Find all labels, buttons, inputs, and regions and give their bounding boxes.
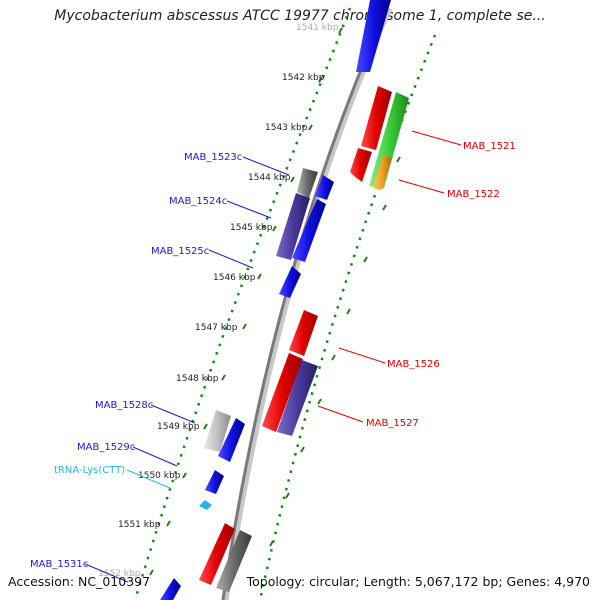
gene-feature-mab1527[interactable] (277, 360, 318, 436)
gene-label-mab1524c[interactable]: MAB_1524c (169, 196, 227, 207)
tick-label: 1546 kbp (213, 273, 256, 283)
tick-dashes (149, 27, 406, 576)
gene-feature-mab1528c[interactable] (204, 410, 231, 452)
topology-text: Topology: circular; Length: 5,067,172 bp… (246, 574, 590, 589)
gene-label-mab1529c[interactable]: MAB_1529c (77, 442, 135, 453)
tick-labels: 1541 kbp 1542 kbp 1543 kbp 1544 kbp 1545… (98, 23, 339, 579)
gene-label-trna-lys[interactable]: tRNA-Lys(CTT) (54, 465, 125, 476)
gene-label-mab1531c[interactable]: MAB_1531c (30, 559, 88, 570)
tick-track-left (133, 7, 352, 600)
gene-label-mab1521[interactable]: MAB_1521 (463, 141, 516, 152)
gene-feature-mab1529c[interactable] (205, 470, 224, 494)
gene-label-mab1527[interactable]: MAB_1527 (366, 418, 419, 429)
tick-label: 1551 kbp (118, 520, 161, 530)
gene-label-mab1523c[interactable]: MAB_1523c (184, 152, 242, 163)
tick-label: 1542 kbp (282, 73, 325, 83)
tick-label: 1550 kbp (138, 471, 181, 481)
gene-feature-trna[interactable] (199, 500, 212, 510)
gene-features (160, 0, 409, 600)
gene-feature-mab1525c[interactable] (279, 266, 301, 298)
gene-label-mab1522[interactable]: MAB_1522 (447, 189, 500, 200)
tick-label: 1552 kbp (98, 569, 141, 579)
accession-text: Accession: NC_010397 (8, 574, 151, 589)
gene-label-mab1528c[interactable]: MAB_1528c (95, 400, 153, 411)
gene-feature-reverse[interactable] (356, 0, 391, 72)
tick-label: 1545 kbp (230, 223, 273, 233)
tick-label: 1543 kbp (265, 123, 308, 133)
gene-feature-green[interactable] (369, 92, 409, 188)
gene-feature-forward[interactable] (262, 353, 303, 432)
gene-feature-mab1523c[interactable] (297, 168, 318, 198)
gene-label-mab1526[interactable]: MAB_1526 (387, 359, 440, 370)
callout-lines (84, 130, 462, 583)
tick-label: 1547 kbp (195, 323, 238, 333)
gene-feature-mab1521[interactable] (361, 86, 392, 150)
tick-label: 1541 kbp (296, 23, 339, 33)
gene-feature-gray[interactable] (216, 530, 252, 592)
gene-feature-mab1524c[interactable] (276, 193, 310, 260)
gene-feature-reverse[interactable] (218, 418, 245, 462)
backbone-shadow (221, 6, 393, 600)
tick-label: 1549 kbp (157, 422, 200, 432)
map-title: Mycobacterium abscessus ATCC 19977 chrom… (54, 8, 546, 24)
gene-feature-forward[interactable] (350, 148, 372, 182)
gene-label-mab1525c[interactable]: MAB_1525c (151, 246, 209, 257)
tick-label: 1544 kbp (248, 173, 291, 183)
tick-label: 1548 kbp (176, 374, 219, 384)
gene-feature-forward[interactable] (199, 523, 235, 585)
gene-feature-mab1531c[interactable] (160, 578, 181, 600)
tick-track-right (258, 34, 437, 600)
gene-feature-mab1526[interactable] (289, 310, 318, 356)
backbone (221, 7, 389, 600)
gene-labels: MAB_1521 MAB_1522 MAB_1523c MAB_1524c MA… (30, 141, 516, 570)
gene-feature-reverse[interactable] (315, 175, 334, 200)
gene-feature-mab1522[interactable] (373, 155, 392, 190)
gene-feature-reverse[interactable] (292, 199, 326, 262)
